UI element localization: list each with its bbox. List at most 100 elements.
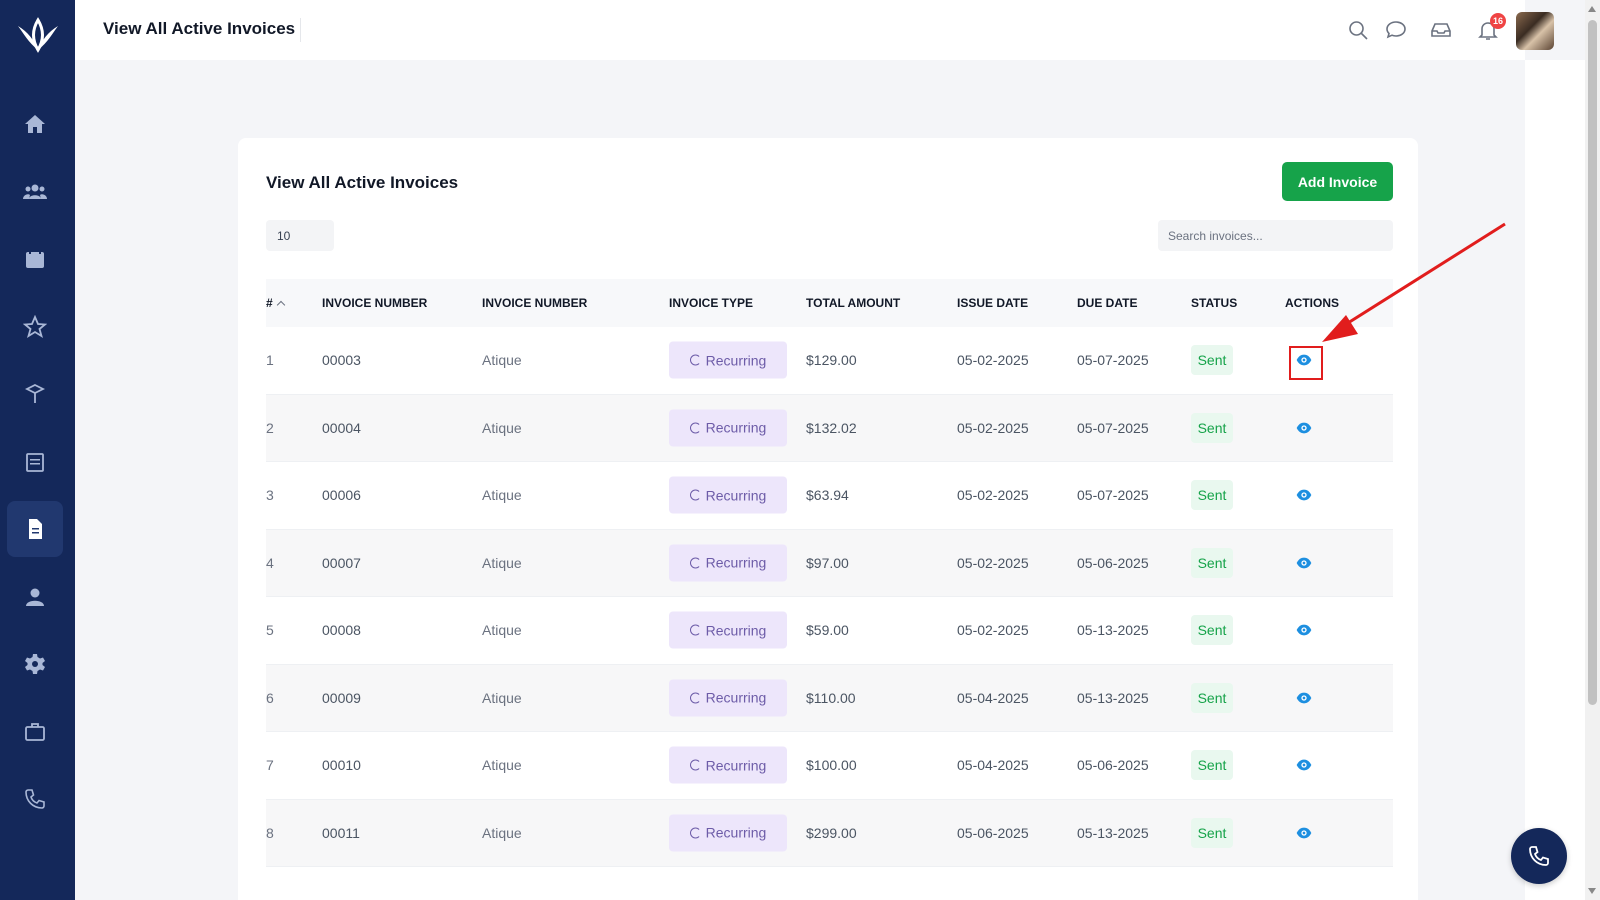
column-header-invoice-number-2[interactable]: INVOICE NUMBER: [482, 296, 588, 310]
cell-total-amount: $132.02: [806, 419, 857, 436]
vertical-scrollbar[interactable]: [1585, 0, 1600, 900]
column-header-actions: ACTIONS: [1285, 296, 1339, 310]
cell-due-date: 05-06-2025: [1077, 757, 1149, 774]
table-row: 6 00009 Atique Recurring $110.00 05-04-2025 05…: [266, 664, 1393, 732]
view-invoice-eye-icon[interactable]: [1296, 487, 1312, 503]
recurring-icon: [689, 354, 701, 366]
cell-customer: Atique: [482, 622, 522, 639]
scroll-thumb[interactable]: [1588, 20, 1597, 705]
notification-badge: 16: [1490, 13, 1506, 29]
search-input[interactable]: [1158, 220, 1393, 251]
status-badge: Sent: [1191, 750, 1233, 781]
cell-issue-date: 05-04-2025: [957, 689, 1029, 706]
cell-issue-date: 05-02-2025: [957, 487, 1029, 504]
table-row: 8 00011 Atique Recurring $299.00 05-06-2025 05…: [266, 799, 1393, 867]
status-badge: Sent: [1191, 547, 1233, 578]
brand-logo[interactable]: [14, 16, 62, 56]
sidebar-item-invoices[interactable]: [7, 501, 63, 557]
recurring-icon: [689, 624, 701, 636]
view-invoice-eye-icon[interactable]: [1296, 825, 1312, 841]
users-icon: [23, 184, 47, 199]
sidebar-item-calendar[interactable]: [7, 231, 63, 287]
cell-due-date: 05-07-2025: [1077, 419, 1149, 436]
sidebar-item-calls[interactable]: [7, 771, 63, 827]
invoice-type-badge: Recurring: [669, 341, 787, 379]
chat-icon[interactable]: [1384, 18, 1408, 42]
scroll-down-arrow[interactable]: [1588, 888, 1596, 894]
cell-customer: Atique: [482, 757, 522, 774]
sidebar-item-schedule[interactable]: [7, 434, 63, 490]
cell-invoice-number: 00004: [322, 419, 361, 436]
cell-customer: Atique: [482, 352, 522, 369]
page-title: View All Active Invoices: [103, 19, 296, 38]
briefcase-icon: [25, 723, 45, 741]
sidebar-item-users[interactable]: [7, 164, 63, 220]
header-divider: [300, 18, 301, 42]
cell-total-amount: $129.00: [806, 352, 857, 369]
cell-issue-date: 05-02-2025: [957, 352, 1029, 369]
phone-icon: [1529, 846, 1549, 866]
cell-index: 5: [266, 622, 274, 639]
sidebar-item-settings[interactable]: [7, 636, 63, 692]
search-icon[interactable]: [1346, 18, 1370, 42]
recurring-icon: [689, 422, 701, 434]
cell-invoice-number: 00007: [322, 554, 361, 571]
view-invoice-eye-icon[interactable]: [1296, 352, 1312, 368]
sidebar-item-favorites[interactable]: [7, 299, 63, 355]
avatar[interactable]: [1516, 12, 1554, 50]
invoices-card: View All Active Invoices Add Invoice 10 …: [238, 138, 1418, 900]
add-invoice-button[interactable]: Add Invoice: [1282, 162, 1393, 201]
scroll-up-arrow[interactable]: [1588, 6, 1596, 12]
cell-due-date: 05-13-2025: [1077, 689, 1149, 706]
sidebar-item-profile[interactable]: [7, 569, 63, 625]
status-badge: Sent: [1191, 480, 1233, 511]
highlight-box: [1289, 346, 1323, 380]
view-invoice-eye-icon[interactable]: [1296, 420, 1312, 436]
sort-asc-icon: [276, 300, 285, 310]
cell-due-date: 05-13-2025: [1077, 824, 1149, 841]
cell-index: 6: [266, 689, 274, 706]
cell-total-amount: $100.00: [806, 757, 857, 774]
column-header-issue-date[interactable]: ISSUE DATE: [957, 296, 1029, 310]
cell-total-amount: $97.00: [806, 554, 849, 571]
user-icon: [26, 588, 44, 606]
column-header-status[interactable]: STATUS: [1191, 296, 1238, 310]
card-title: View All Active Invoices: [266, 173, 459, 192]
invoice-type-badge: Recurring: [669, 409, 787, 447]
column-header-index[interactable]: #: [266, 296, 285, 310]
page-size-select[interactable]: 10: [266, 220, 334, 251]
phone-icon: [25, 789, 45, 809]
invoice-type-badge: Recurring: [669, 611, 787, 649]
sidebar-item-home[interactable]: [7, 96, 63, 152]
sidebar-item-business[interactable]: [7, 704, 63, 760]
cell-invoice-number: 00008: [322, 622, 361, 639]
cell-invoice-number: 00010: [322, 757, 361, 774]
column-header-invoice-number[interactable]: INVOICE NUMBER: [322, 296, 428, 310]
column-header-invoice-type[interactable]: INVOICE TYPE: [669, 296, 754, 310]
table-row: 5 00008 Atique Recurring $59.00 05-02-2025 05-…: [266, 597, 1393, 665]
cell-total-amount: $110.00: [806, 689, 856, 706]
invoice-type-badge: Recurring: [669, 544, 787, 582]
view-invoice-eye-icon[interactable]: [1296, 555, 1312, 571]
status-badge: Sent: [1191, 615, 1233, 646]
sidebar-item-packages[interactable]: [7, 366, 63, 422]
call-fab-button[interactable]: [1511, 828, 1567, 884]
column-header-total-amount[interactable]: TOTAL AMOUNT: [806, 296, 901, 310]
view-invoice-eye-icon[interactable]: [1296, 757, 1312, 773]
table-row: 3 00006 Atique Recurring $63.94 05-02-2025 05-…: [266, 462, 1393, 530]
column-header-due-date[interactable]: DUE DATE: [1077, 296, 1138, 310]
status-badge: Sent: [1191, 817, 1233, 848]
status-badge: Sent: [1191, 682, 1233, 713]
bell-icon[interactable]: [1476, 18, 1500, 42]
cell-invoice-number: 00009: [322, 689, 361, 706]
cell-due-date: 05-06-2025: [1077, 554, 1149, 571]
cell-total-amount: $59.00: [806, 622, 849, 639]
top-header: View All Active Invoices: [75, 0, 1525, 60]
view-invoice-eye-icon[interactable]: [1296, 622, 1312, 638]
cell-index: 1: [266, 352, 274, 369]
cell-invoice-number: 00003: [322, 352, 361, 369]
table-row: 2 00004 Atique Recurring $132.02 05-02-2025 05…: [266, 394, 1393, 462]
cell-issue-date: 05-04-2025: [957, 757, 1029, 774]
view-invoice-eye-icon[interactable]: [1296, 690, 1312, 706]
inbox-icon[interactable]: [1429, 18, 1453, 42]
